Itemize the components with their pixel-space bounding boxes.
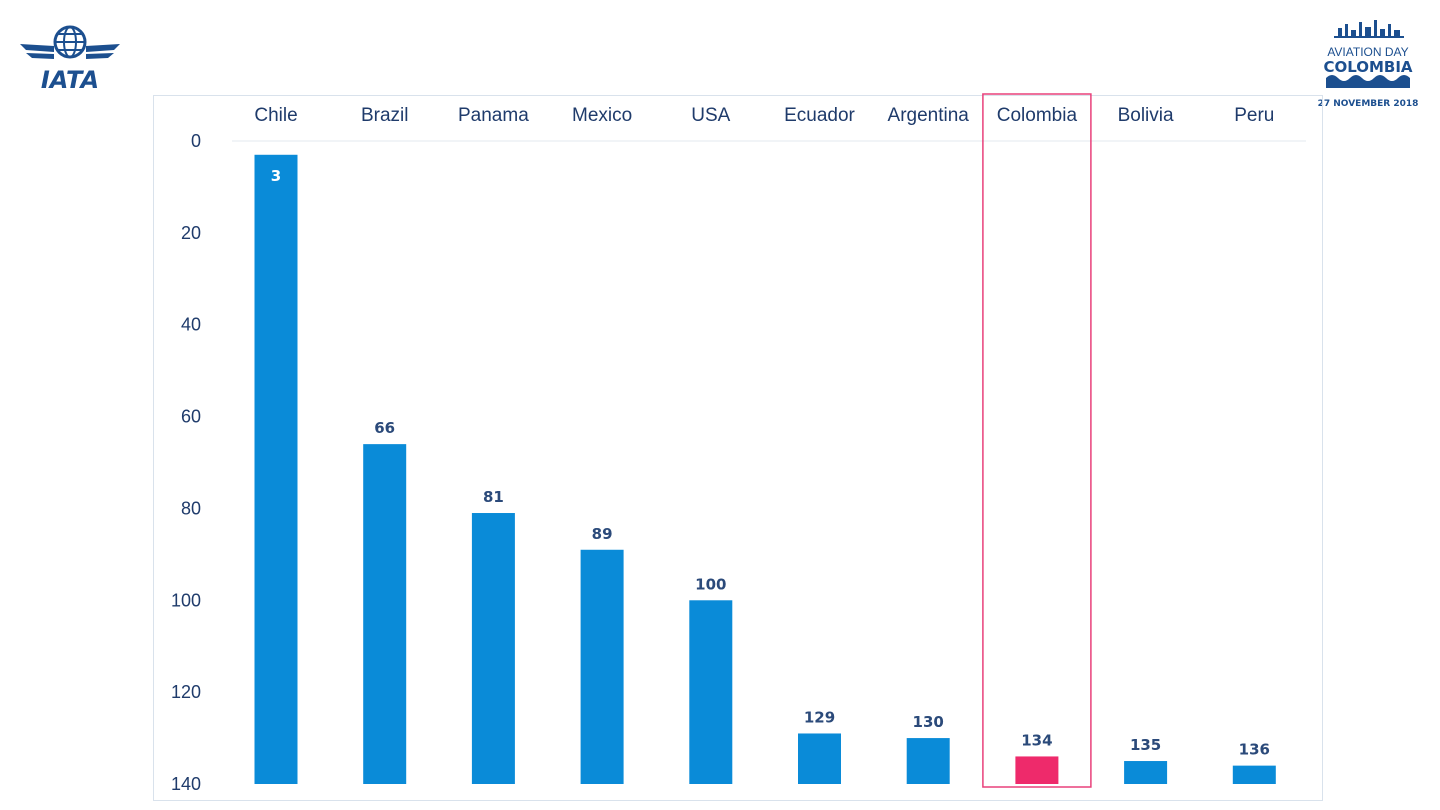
category-label: Colombia bbox=[997, 105, 1078, 126]
bar-panama bbox=[471, 513, 515, 784]
category-label: Panama bbox=[458, 105, 529, 126]
category-label: Ecuador bbox=[784, 105, 855, 126]
logo-line-aviation-day: AVIATION DAY bbox=[1327, 45, 1408, 59]
y-tick-label: 80 bbox=[181, 498, 201, 518]
highlight-box bbox=[982, 93, 1092, 788]
data-label: 3 bbox=[271, 167, 281, 185]
category-label: Peru bbox=[1234, 105, 1274, 126]
data-label: 130 bbox=[913, 713, 944, 731]
data-label: 136 bbox=[1239, 741, 1270, 759]
category-label: USA bbox=[691, 105, 730, 126]
aviation-day-logo: AVIATION DAY COLOMBIA 27 NOVEMBER 2018 bbox=[1318, 20, 1418, 108]
data-label: 81 bbox=[483, 488, 504, 506]
chart-frame bbox=[153, 95, 1323, 801]
y-tick-label: 0 bbox=[191, 131, 201, 151]
bar-peru bbox=[1232, 765, 1276, 784]
category-label: Mexico bbox=[572, 105, 632, 126]
y-tick-label: 100 bbox=[171, 590, 201, 610]
bar-argentina bbox=[906, 738, 950, 784]
data-labels: 3 66 81 89 100 129 130 134 135 136 bbox=[271, 167, 1270, 759]
category-label: Argentina bbox=[888, 105, 970, 126]
category-labels: Chile Brazil Panama Mexico USA Ecuador Argenti… bbox=[254, 105, 1274, 126]
y-tick-label: 120 bbox=[171, 682, 201, 702]
y-tick-label: 140 bbox=[171, 774, 201, 794]
data-label: 100 bbox=[695, 575, 726, 593]
bar-ecuador bbox=[798, 733, 841, 784]
category-label: Bolivia bbox=[1118, 105, 1174, 126]
category-label: Brazil bbox=[361, 105, 409, 126]
bar-mexico bbox=[580, 549, 624, 784]
category-label: Chile bbox=[254, 105, 297, 126]
bar-chile bbox=[254, 154, 298, 784]
data-label: 89 bbox=[592, 525, 613, 543]
y-axis-ticks: 0 20 40 60 80 100 120 140 bbox=[171, 131, 201, 794]
y-tick-label: 60 bbox=[181, 407, 201, 427]
iata-logo: IATA bbox=[20, 25, 120, 94]
bar-usa bbox=[689, 600, 733, 784]
data-label: 134 bbox=[1021, 731, 1052, 749]
y-tick-label: 20 bbox=[181, 223, 201, 243]
iata-logo-text: IATA bbox=[41, 66, 99, 94]
bar-bolivia bbox=[1124, 761, 1168, 784]
bar-brazil bbox=[363, 444, 407, 784]
data-label: 129 bbox=[804, 708, 835, 726]
data-label: 66 bbox=[374, 419, 395, 437]
bars bbox=[254, 154, 1276, 784]
y-tick-label: 40 bbox=[181, 315, 201, 335]
logo-line-colombia: COLOMBIA bbox=[1323, 58, 1412, 76]
logo-line-date: 27 NOVEMBER 2018 bbox=[1318, 99, 1418, 108]
bar-colombia bbox=[1015, 756, 1059, 784]
data-label: 135 bbox=[1130, 736, 1161, 754]
